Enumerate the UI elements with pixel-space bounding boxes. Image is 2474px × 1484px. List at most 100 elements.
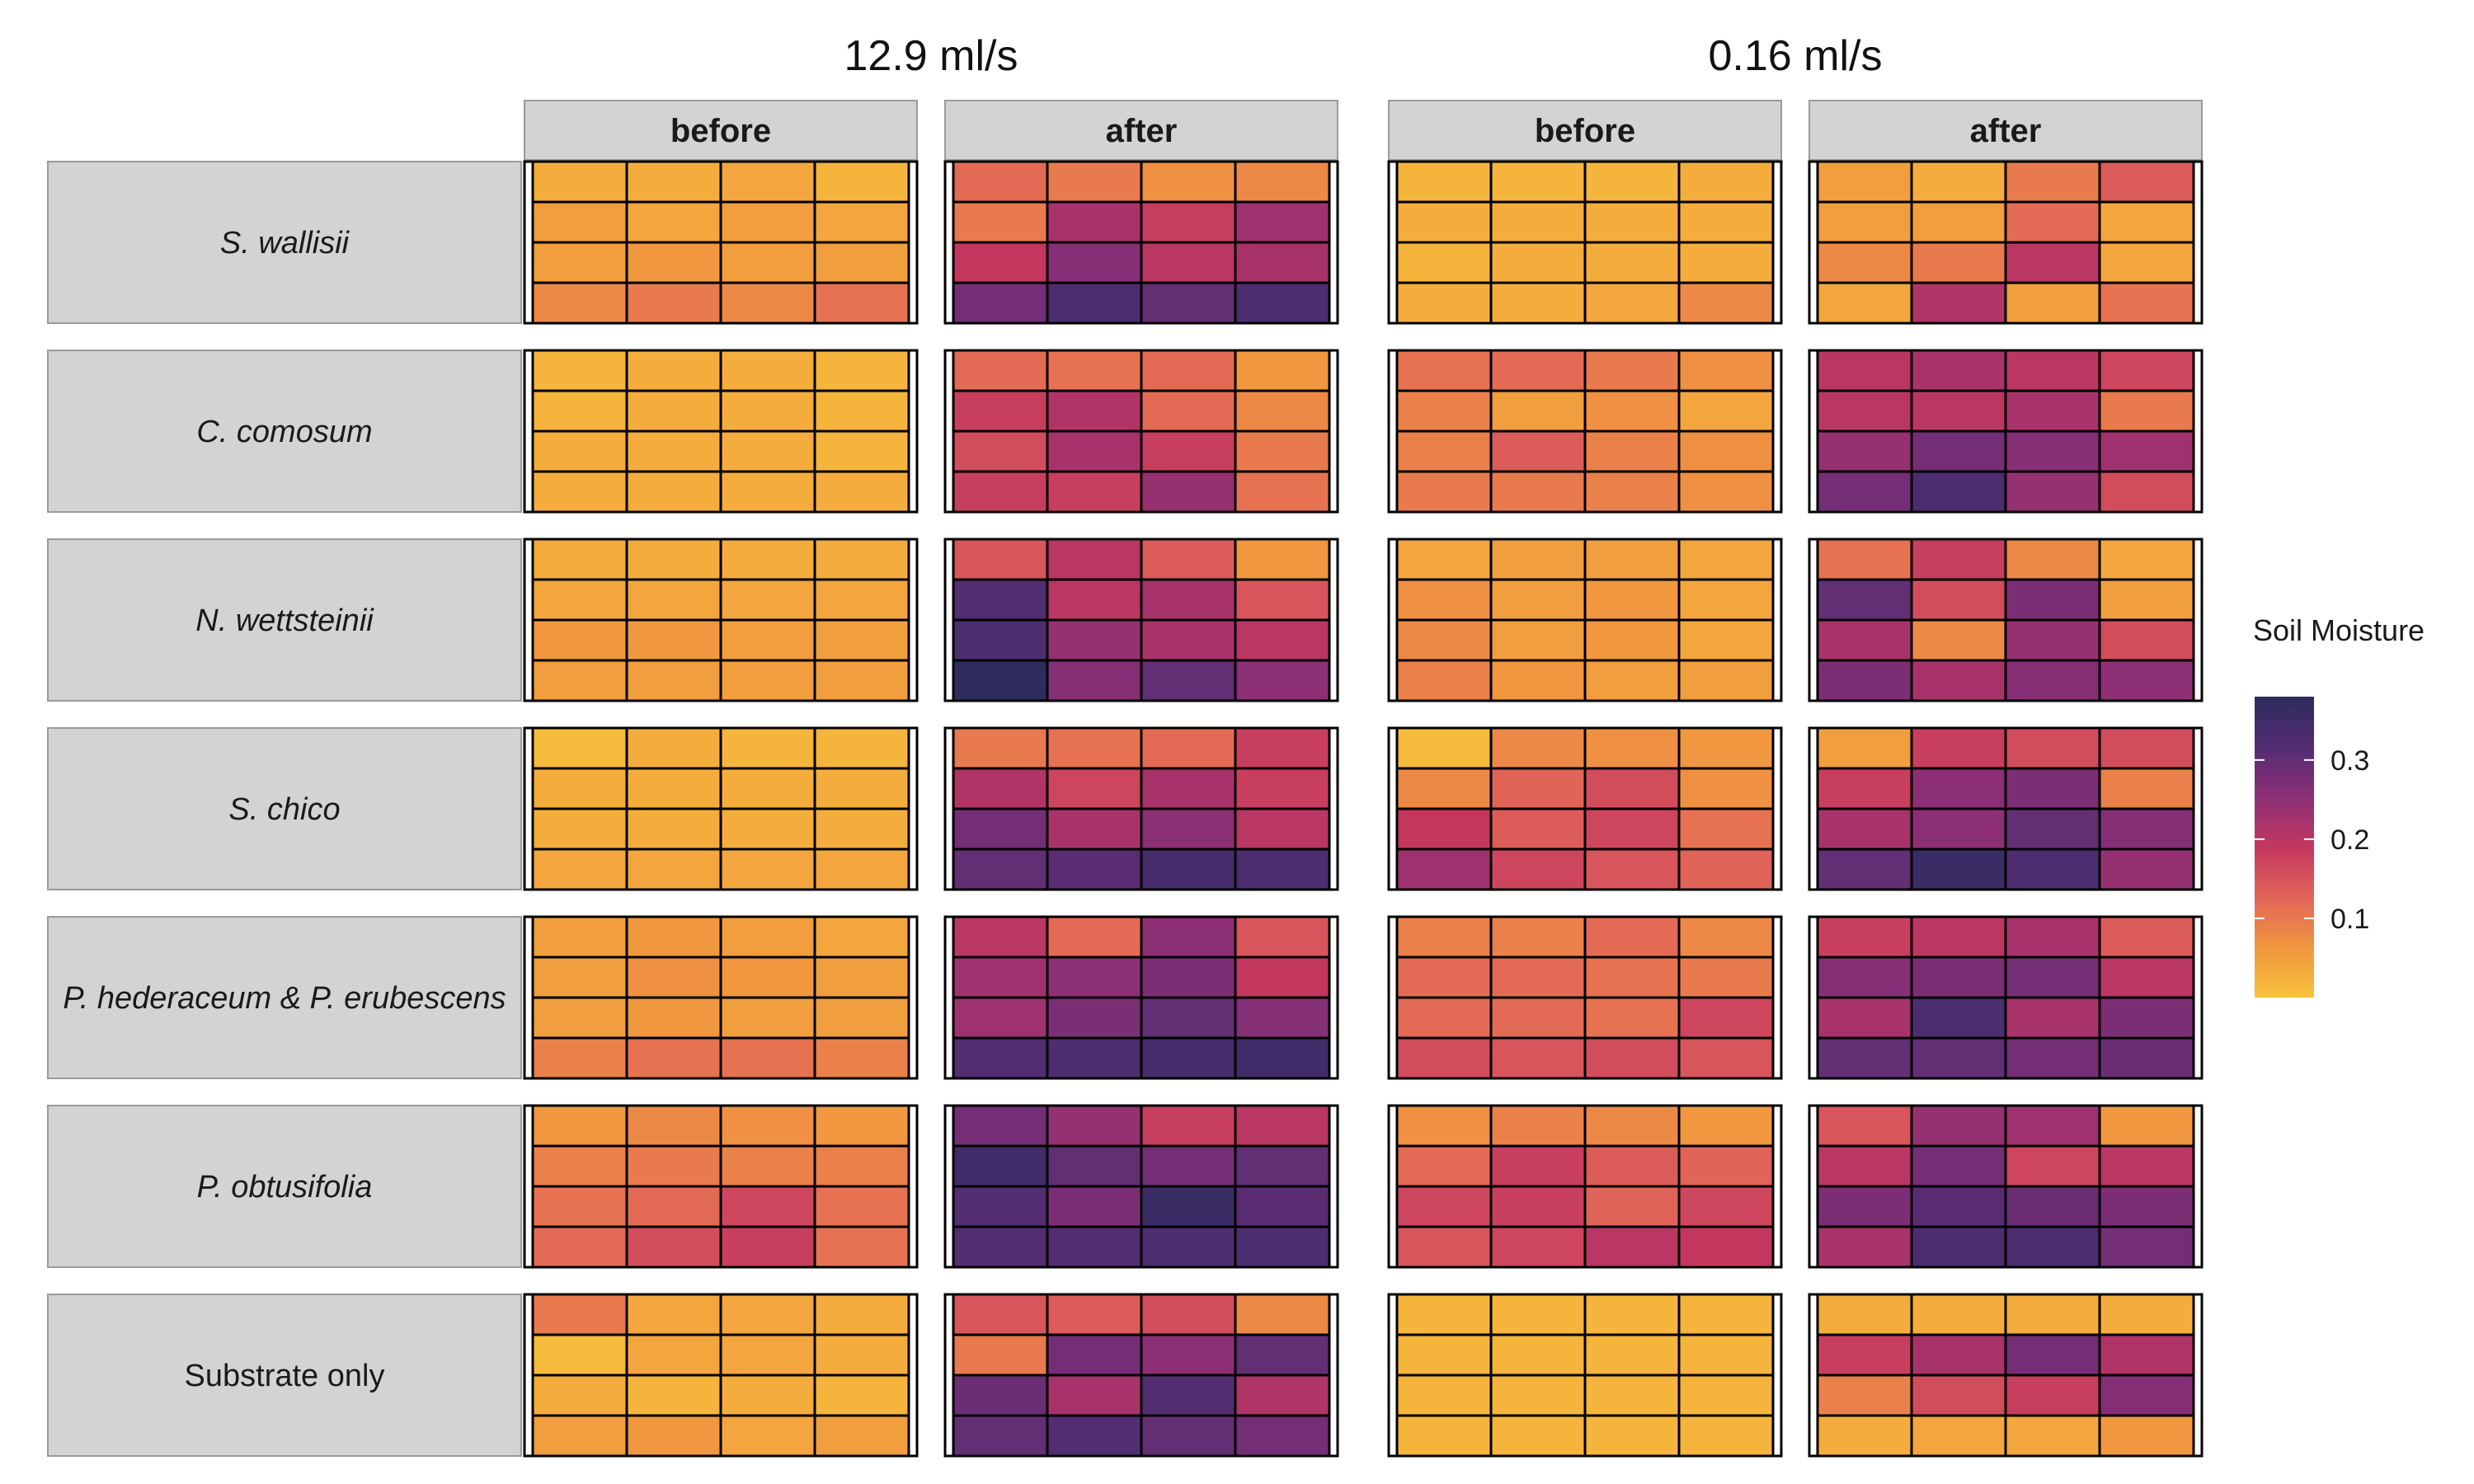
heatmap-cell: [1234, 956, 1331, 999]
heatmap-cell: [1489, 618, 1587, 662]
heatmap-cell: [1140, 160, 1237, 204]
heatmap-cell: [2098, 996, 2195, 1040]
heatmap-cell: [1046, 726, 1143, 770]
heatmap-cell: [625, 1185, 722, 1228]
heatmap-cell: [719, 281, 816, 325]
heatmap-cell: [531, 1225, 628, 1269]
heatmap-cell: [1677, 956, 1775, 999]
heatmap-cell: [1489, 1104, 1587, 1148]
heatmap-cell: [1816, 659, 1913, 702]
heatmap-cell: [1910, 996, 2007, 1040]
heatmap-cell: [531, 241, 628, 284]
heatmap-cell: [813, 538, 910, 581]
heatmap-cell: [625, 767, 722, 810]
heatmap-cell: [2098, 200, 2195, 244]
heatmap-cell: [1395, 389, 1493, 433]
heatmap-cell: [625, 807, 722, 851]
heatmap-cell: [1583, 956, 1681, 999]
heatmap-cell: [813, 618, 910, 662]
heatmap-cell: [625, 241, 722, 284]
heatmap-cell: [1677, 767, 1775, 810]
heatmap-cell: [2098, 349, 2195, 392]
heatmap-cell: [1489, 915, 1587, 959]
heatmap-cell: [1677, 389, 1775, 433]
heatmap-cell: [1677, 578, 1775, 622]
heatmap-cell: [952, 241, 1049, 284]
heatmap-cell: [1910, 281, 2007, 325]
heatmap-cell: [1583, 915, 1681, 959]
legend-title: Soil Moisture: [2253, 613, 2425, 647]
column-strip: [1388, 100, 1782, 161]
heatmap-cell: [813, 160, 910, 204]
heatmap-cell: [2004, 1414, 2101, 1458]
heatmap-cell: [1816, 430, 1913, 473]
column-strip-label: after: [1106, 113, 1178, 149]
heatmap-cell: [1234, 915, 1331, 959]
heatmap-cell: [1816, 807, 1913, 851]
heatmap-cell: [531, 1374, 628, 1417]
heatmap-cell: [1677, 349, 1775, 392]
legend-tick-label: 0.2: [2331, 824, 2369, 856]
heatmap-cell: [2004, 1144, 2101, 1188]
heatmap-cell: [1677, 241, 1775, 284]
heatmap-cell: [719, 726, 816, 770]
heatmap-cell: [1816, 956, 1913, 999]
facet-strips: 12.9 ml/s 0.16 ml/s before after before after…: [47, 32, 2203, 1457]
heatmap-cell: [719, 1414, 816, 1458]
heatmap-cell: [1583, 470, 1681, 514]
heatmap-cell: [2004, 1104, 2101, 1148]
heatmap-cell: [1910, 956, 2007, 999]
heatmap-cell: [1489, 389, 1587, 433]
heatmap-cell: [2004, 578, 2101, 622]
heatmap-cell: [1677, 1036, 1775, 1080]
heatmap-cell: [952, 1144, 1049, 1188]
heatmap-cell: [2098, 956, 2195, 999]
heatmap-cell: [813, 726, 910, 770]
heatmap-cell: [2098, 915, 2195, 959]
heatmap-cell: [719, 848, 816, 891]
heatmap-cell: [1140, 389, 1237, 433]
heatmap-cell: [1583, 349, 1681, 392]
heatmap-cell: [1816, 726, 1913, 770]
heatmap-cell: [719, 430, 816, 473]
heatmap-cell: [952, 578, 1049, 622]
heatmap-cell: [625, 281, 722, 325]
heatmap-cell: [2098, 618, 2195, 662]
heatmap-cell: [1816, 538, 1913, 581]
heatmap-cell: [1816, 470, 1913, 514]
heatmap-cell: [1816, 389, 1913, 433]
heatmap-cell: [1677, 160, 1775, 204]
heatmap-cell: [1046, 538, 1143, 581]
heatmap-cell: [1140, 915, 1237, 959]
heatmap-cell: [1910, 618, 2007, 662]
heatmap-cell: [1677, 1225, 1775, 1269]
heatmap-cell: [719, 618, 816, 662]
heatmap-cell: [625, 389, 722, 433]
heatmap-cell: [719, 349, 816, 392]
heatmap-cell: [1234, 618, 1331, 662]
heatmap-cell: [1816, 1333, 1913, 1377]
heatmap-cell: [531, 578, 628, 622]
heatmap-cell: [1816, 349, 1913, 392]
row-strip-label: P. obtusifolia: [197, 1170, 373, 1205]
heatmap-cell: [1395, 915, 1493, 959]
heatmap-cell: [1395, 200, 1493, 244]
heatmap-cell: [1046, 160, 1143, 204]
heatmap-cell: [625, 1374, 722, 1417]
heatmap-cell: [1046, 1144, 1143, 1188]
heatmap-cell: [1583, 281, 1681, 325]
heatmap-cell: [1140, 848, 1237, 891]
heatmap-cell: [625, 1225, 722, 1269]
heatmap-cell: [2004, 726, 2101, 770]
heatmap-cell: [1910, 578, 2007, 622]
heatmap-cell: [625, 915, 722, 959]
heatmap-cell: [1910, 915, 2007, 959]
heatmap-cell: [1234, 996, 1331, 1040]
heatmap-cell: [1677, 996, 1775, 1040]
row-strip: [47, 1105, 522, 1268]
heatmap-cell: [2098, 1333, 2195, 1377]
heatmap-cell: [1816, 996, 1913, 1040]
heatmap-cell: [1395, 807, 1493, 851]
heatmap-cell: [1583, 200, 1681, 244]
